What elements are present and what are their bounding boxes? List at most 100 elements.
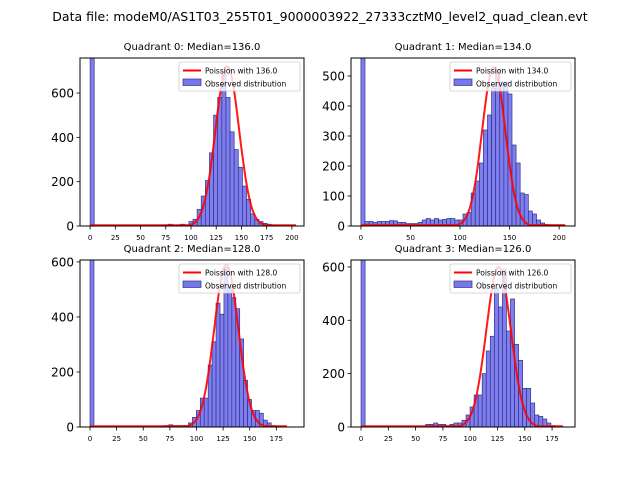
x-tick-label: 125 bbox=[210, 234, 223, 242]
axes-frame bbox=[350, 259, 576, 428]
subplot-quadrant-1: 0 50 100 150 200 0 100 200 300 400 500 Quadrant 1: … bbox=[322, 42, 576, 242]
x-tick-label: 50 bbox=[406, 234, 415, 242]
histogram-bar bbox=[89, 260, 95, 427]
legend: Poission with 128.0 Observed distribution bbox=[178, 263, 301, 294]
x-tick-label: 0 bbox=[359, 435, 363, 443]
legend-box bbox=[178, 61, 301, 92]
histogram-bar bbox=[515, 162, 521, 226]
legend-poisson-label: Poission with 134.0 bbox=[476, 67, 549, 76]
y-tick-label: 0 bbox=[66, 220, 74, 234]
subplot-title: Quadrant 0: Median=136.0 bbox=[124, 42, 261, 53]
y-tick-label: 100 bbox=[322, 190, 345, 204]
histogram-bar bbox=[360, 58, 366, 226]
x-tick-label: 0 bbox=[88, 234, 92, 242]
x-tick-label: 200 bbox=[285, 234, 298, 242]
y-tick-label: 200 bbox=[51, 365, 74, 379]
y-tick-label: 0 bbox=[337, 220, 345, 234]
x-tick-label: 150 bbox=[243, 435, 256, 443]
legend-box bbox=[449, 61, 572, 92]
x-tick-label: 175 bbox=[270, 435, 283, 443]
legend: Poission with 126.0 Observed distribution bbox=[449, 263, 572, 294]
histogram-bar bbox=[485, 350, 491, 427]
y-tick-label: 500 bbox=[322, 70, 345, 84]
histogram-bar bbox=[215, 302, 221, 427]
histogram-bar bbox=[474, 180, 480, 226]
histogram-bar bbox=[89, 58, 95, 226]
legend-observed-label: Observed distribution bbox=[205, 80, 286, 89]
y-tick-label: 300 bbox=[322, 130, 345, 144]
x-tick-label: 50 bbox=[136, 234, 145, 242]
y-tick-label: 400 bbox=[322, 314, 345, 328]
histogram-bar bbox=[483, 129, 488, 226]
x-tick-label: 25 bbox=[384, 435, 393, 443]
histogram-bar bbox=[360, 260, 366, 427]
subplot-title: Quadrant 2: Median=128.0 bbox=[124, 244, 261, 255]
histogram-bar bbox=[487, 114, 492, 226]
histogram-bar bbox=[510, 298, 515, 427]
legend: Poission with 134.0 Observed distribution bbox=[449, 61, 572, 92]
plot-area bbox=[360, 260, 563, 427]
subplot-title: Quadrant 1: Median=134.0 bbox=[395, 42, 532, 53]
histogram-bar bbox=[491, 87, 497, 226]
x-tick-label: 50 bbox=[139, 435, 148, 443]
subplot-quadrant-0: 0 25 50 75 100 125 150 175 200 0 200 400 600 Quadrant… bbox=[51, 42, 305, 242]
y-tick-label: 400 bbox=[51, 310, 74, 324]
axes-frame bbox=[79, 259, 305, 428]
subplot-quadrant-3: 0 25 50 75 100 125 150 175 0 200 400 600 Quadrant 3:… bbox=[322, 244, 576, 443]
axes-frame bbox=[350, 57, 576, 227]
legend-poisson-label: Poission with 128.0 bbox=[205, 269, 278, 278]
x-tick-label: 100 bbox=[453, 234, 466, 242]
figure-title: Data file: modeM0/AS1T03_255T01_90000039… bbox=[52, 9, 588, 24]
y-tick-label: 200 bbox=[51, 175, 74, 189]
x-tick-label: 25 bbox=[111, 234, 120, 242]
y-tick-label: 600 bbox=[51, 255, 74, 269]
histogram-bar bbox=[227, 286, 233, 427]
x-tick-label: 200 bbox=[552, 234, 565, 242]
x-tick-label: 25 bbox=[112, 435, 121, 443]
histogram-bar bbox=[221, 72, 227, 226]
histogram-bar bbox=[211, 341, 217, 427]
legend-observed-label: Observed distribution bbox=[476, 282, 557, 291]
y-tick-label: 200 bbox=[322, 367, 345, 381]
subplot-quadrant-2: 0 25 50 75 100 125 150 175 0 200 400 600 Quadrant 2:… bbox=[51, 244, 305, 443]
x-tick-label: 125 bbox=[491, 435, 504, 443]
histogram-bar bbox=[219, 313, 225, 427]
poisson-curve bbox=[361, 265, 563, 427]
legend-box bbox=[178, 263, 301, 294]
legend-poisson-label: Poission with 136.0 bbox=[205, 67, 278, 76]
y-tick-label: 400 bbox=[51, 131, 74, 145]
subplot-title: Quadrant 3: Median=126.0 bbox=[395, 244, 532, 255]
poisson-curve bbox=[90, 65, 296, 226]
histogram-bar bbox=[229, 131, 235, 226]
axes-frame bbox=[79, 57, 305, 227]
y-tick-label: 600 bbox=[322, 260, 345, 274]
x-tick-label: 100 bbox=[190, 435, 203, 443]
poisson-curve bbox=[360, 65, 566, 226]
histogram-bar bbox=[203, 397, 209, 427]
histogram-bar bbox=[493, 287, 499, 427]
legend-poisson-label: Poission with 126.0 bbox=[476, 269, 549, 278]
histogram-bar bbox=[506, 330, 511, 427]
legend-observed-swatch bbox=[182, 280, 202, 288]
x-tick-label: 150 bbox=[503, 234, 516, 242]
x-tick-label: 75 bbox=[438, 435, 447, 443]
histogram-bar bbox=[237, 166, 243, 226]
histogram-bar bbox=[546, 422, 552, 427]
y-tick-label: 0 bbox=[66, 421, 74, 435]
y-tick-label: 400 bbox=[322, 100, 345, 114]
histogram-bar bbox=[489, 335, 495, 427]
legend-box bbox=[449, 263, 572, 294]
legend: Poission with 136.0 Observed distribution bbox=[178, 61, 301, 92]
histogram-bar bbox=[225, 97, 231, 226]
y-tick-label: 0 bbox=[337, 421, 345, 435]
x-tick-label: 150 bbox=[235, 234, 248, 242]
legend-observed-label: Observed distribution bbox=[205, 282, 286, 291]
histogram-bar bbox=[498, 306, 503, 427]
histogram-bar bbox=[233, 149, 239, 226]
legend-observed-label: Observed distribution bbox=[476, 80, 557, 89]
poisson-curve bbox=[90, 263, 287, 427]
histogram-bar bbox=[478, 162, 484, 226]
x-tick-label: 125 bbox=[216, 435, 229, 443]
